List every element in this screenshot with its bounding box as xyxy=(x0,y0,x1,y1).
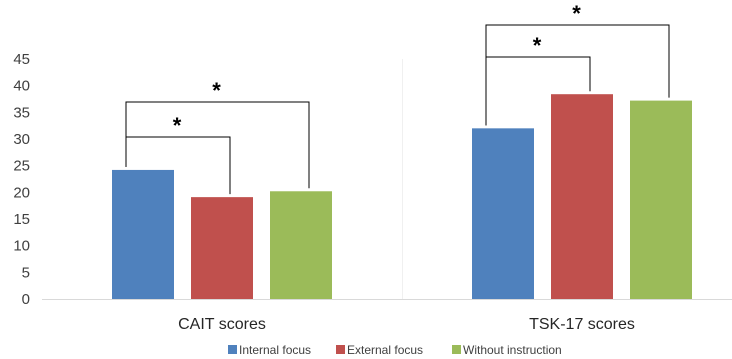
y-tick-label: 20 xyxy=(13,184,30,201)
bars xyxy=(112,94,692,299)
significance-label: * xyxy=(212,78,221,103)
bar xyxy=(472,128,534,299)
legend-swatch xyxy=(228,345,237,354)
bar xyxy=(270,191,332,299)
y-tick-label: 30 xyxy=(13,131,30,148)
legend-swatch xyxy=(452,345,461,354)
significance-bracket xyxy=(125,101,310,189)
significance-brackets: * * * * xyxy=(125,1,670,195)
significance-label: * xyxy=(533,33,542,58)
significance-bracket xyxy=(485,24,670,126)
bar xyxy=(630,100,692,299)
x-tick-label: TSK-17 scores xyxy=(529,316,635,333)
y-tick-label: 5 xyxy=(22,264,30,281)
y-tick-label: 45 xyxy=(13,51,30,68)
y-axis: 0 5 10 15 20 25 30 35 40 45 xyxy=(13,51,30,308)
bar xyxy=(112,169,174,299)
legend-label: Without instruction xyxy=(463,343,562,357)
legend-swatch xyxy=(336,345,345,354)
y-tick-label: 40 xyxy=(13,78,30,95)
legend-label: Internal focus xyxy=(239,343,311,357)
x-tick-label: CAIT scores xyxy=(178,316,266,333)
legend: Internal focus External focus Without inst… xyxy=(228,343,562,357)
significance-label: * xyxy=(173,113,182,138)
legend-label: External focus xyxy=(347,343,423,357)
bar xyxy=(551,94,613,299)
bar xyxy=(191,197,253,299)
x-axis: CAIT scores TSK-17 scores xyxy=(42,59,732,333)
y-tick-label: 15 xyxy=(13,211,30,228)
y-tick-label: 35 xyxy=(13,104,30,121)
y-tick-label: 10 xyxy=(13,238,30,255)
y-tick-label: 25 xyxy=(13,158,30,175)
significance-label: * xyxy=(572,1,581,26)
y-tick-label: 0 xyxy=(22,291,30,308)
